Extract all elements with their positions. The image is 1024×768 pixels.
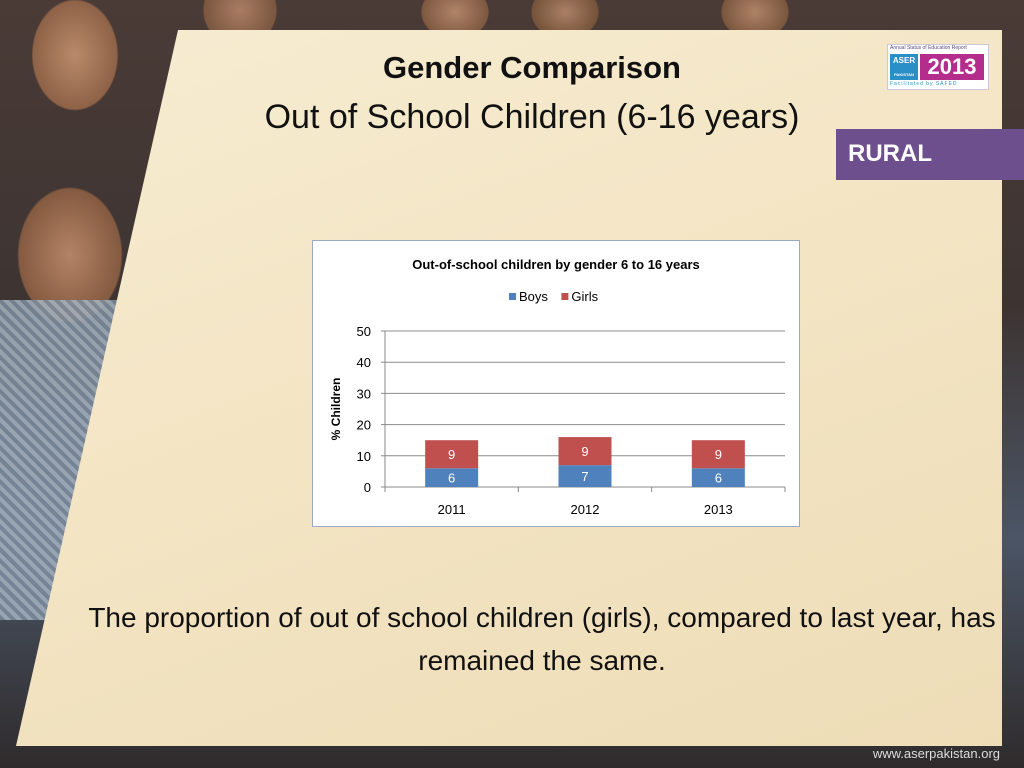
legend-label-boys: Boys (519, 289, 548, 304)
stacked-bar-chart: Out-of-school children by gender 6 to 16… (329, 257, 786, 517)
bar-boys-2011 (425, 468, 479, 487)
bar-boys-2013 (691, 468, 745, 487)
logo-top-text: Annual Status of Education Report (890, 45, 967, 51)
slide-title: Gender Comparison (383, 50, 681, 85)
bar-boys-2012 (558, 465, 612, 487)
logo-country-text: PAKISTAN (894, 72, 914, 77)
data-label-girls-2012: 9 (581, 444, 588, 459)
website-url: www.aserpakistan.org (872, 746, 1000, 761)
data-label-boys-2012: 7 (581, 469, 588, 484)
y-tick-label: 20 (357, 418, 371, 433)
y-tick-label: 50 (357, 324, 371, 339)
bar-girls-2012 (558, 437, 612, 466)
x-tick-label: 2011 (438, 502, 466, 517)
slide-caption: The proportion of out of school children… (88, 602, 996, 676)
logo-bottom-text: Facilitated by SAFED (890, 81, 958, 87)
y-tick-label: 10 (357, 449, 371, 464)
rural-badge: RURAL (836, 129, 1024, 180)
y-tick-label: 40 (357, 355, 371, 370)
chart-container: Out-of-school children by gender 6 to 16… (312, 240, 800, 527)
y-tick-label: 0 (364, 480, 371, 495)
x-tick-label: 2012 (571, 502, 600, 517)
data-label-girls-2011: 9 (448, 447, 455, 462)
data-label-boys-2013: 6 (715, 471, 722, 486)
x-tick-label: 2013 (704, 502, 733, 517)
legend-swatch-boys (509, 293, 516, 300)
y-tick-label: 30 (357, 386, 371, 401)
bar-girls-2013 (691, 440, 745, 469)
logo-aser-text: ASER (892, 56, 916, 65)
data-label-boys-2011: 6 (448, 471, 455, 486)
y-axis-label: % Children (329, 378, 343, 441)
legend-swatch-girls (561, 293, 569, 300)
logo-year: 2013 (920, 54, 984, 80)
legend-label-girls: Girls (571, 289, 598, 304)
bar-girls-2011 (425, 440, 479, 469)
logo-aser-block: ASER PAKISTAN (890, 54, 918, 80)
aser-logo: Annual Status of Education Report ASER P… (887, 44, 989, 90)
slide-subtitle: Out of School Children (6-16 years) (264, 98, 800, 136)
data-label-girls-2013: 9 (715, 447, 722, 462)
chart-title: Out-of-school children by gender 6 to 16… (412, 257, 700, 272)
